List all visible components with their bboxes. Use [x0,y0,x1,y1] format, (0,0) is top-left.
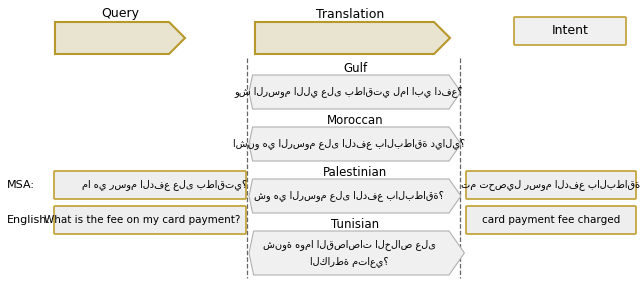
Text: Tunisian: Tunisian [331,218,379,231]
Text: الكارطة متاعي؟: الكارطة متاعي؟ [310,256,388,268]
Text: ما هي رسوم الدفع على بطاقتي؟: ما هي رسوم الدفع على بطاقتي؟ [83,179,248,191]
FancyBboxPatch shape [466,171,636,199]
Text: تم تحصيل رسوم الدفع بالبطاقة: تم تحصيل رسوم الدفع بالبطاقة [461,179,640,191]
Text: Translation: Translation [316,7,384,20]
Text: Query: Query [101,7,139,20]
Text: شنوة هوما القصاصات الخلاص على: شنوة هوما القصاصات الخلاص على [262,239,435,250]
Text: Moroccan: Moroccan [326,114,383,126]
Text: English:: English: [7,215,51,225]
Text: وش الرسوم اللي على بطاقتي لما ابي ادفع؟: وش الرسوم اللي على بطاقتي لما ابي ادفع؟ [235,87,463,97]
Text: What is the fee on my card payment?: What is the fee on my card payment? [44,215,240,225]
Polygon shape [249,231,465,275]
Text: شو هي الرسوم على الدفع بالبطاقة؟: شو هي الرسوم على الدفع بالبطاقة؟ [254,191,444,201]
FancyBboxPatch shape [514,17,626,45]
FancyBboxPatch shape [54,171,246,199]
Text: اشنو هي الرسوم على الدفع بالبطاقة ديالي؟: اشنو هي الرسوم على الدفع بالبطاقة ديالي؟ [233,139,465,149]
Text: card payment fee charged: card payment fee charged [482,215,620,225]
FancyBboxPatch shape [54,206,246,234]
Polygon shape [249,127,461,161]
Polygon shape [255,22,450,54]
Text: Palestinian: Palestinian [323,166,387,179]
Polygon shape [55,22,185,54]
FancyBboxPatch shape [466,206,636,234]
Polygon shape [249,75,461,109]
Text: Gulf: Gulf [343,62,367,74]
Polygon shape [249,179,461,213]
Text: Intent: Intent [552,24,588,37]
Text: MSA:: MSA: [7,180,35,190]
